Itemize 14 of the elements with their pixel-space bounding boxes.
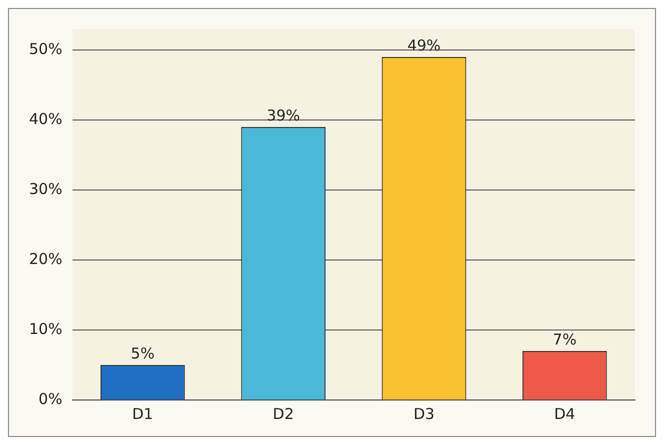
data-label: 5% <box>130 344 155 362</box>
x-tick-label: D1 <box>132 404 154 423</box>
x-tick-label: D3 <box>413 404 435 423</box>
y-tick-label: 30% <box>28 180 62 198</box>
y-tick-label: 50% <box>28 40 62 58</box>
x-tick-label: D2 <box>272 404 294 423</box>
y-tick-label: 20% <box>28 250 62 268</box>
x-tick-label: D4 <box>554 404 576 423</box>
y-tick-label: 0% <box>38 390 62 408</box>
y-tick-label: 10% <box>28 320 62 338</box>
data-label: 49% <box>407 36 441 54</box>
y-tick-label: 40% <box>28 110 62 128</box>
data-label: 7% <box>552 330 577 348</box>
data-label: 39% <box>266 106 300 124</box>
